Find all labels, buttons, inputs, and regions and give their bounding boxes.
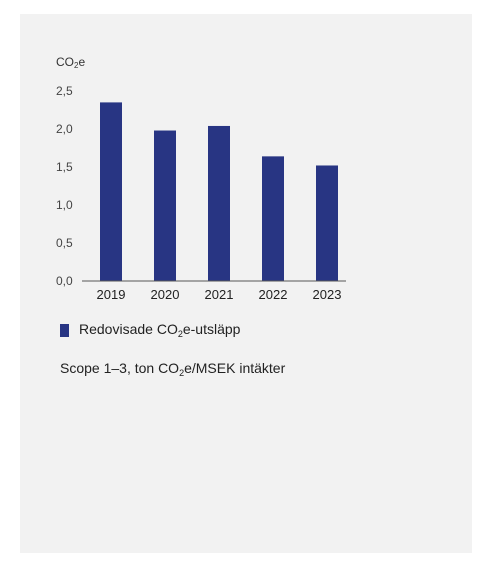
bars bbox=[100, 102, 338, 282]
y-tick-label: 0,0 bbox=[56, 274, 73, 288]
bar-2023 bbox=[316, 165, 338, 281]
chart-caption: Scope 1–3, ton CO2e/MSEK intäkter bbox=[60, 360, 286, 378]
legend-label: Redovisade CO2e-utsläpp bbox=[79, 321, 241, 339]
y-axis-label: CO2e bbox=[56, 55, 85, 70]
bar-2021 bbox=[208, 125, 230, 282]
x-tick-label: 2020 bbox=[151, 287, 180, 302]
y-axis-label-main: CO bbox=[56, 55, 74, 69]
chart-panel bbox=[20, 14, 472, 553]
legend: Redovisade CO2e-utsläpp bbox=[60, 321, 240, 339]
bar-2020 bbox=[154, 130, 176, 281]
y-axis-ticks: 0,0 0,5 1,0 1,5 2,0 2,5 bbox=[56, 84, 73, 288]
y-tick-label: 2,0 bbox=[56, 122, 73, 136]
y-axis-label-sub: 2 bbox=[74, 61, 79, 70]
x-tick-label: 2022 bbox=[259, 287, 288, 302]
bar-2022 bbox=[262, 156, 284, 281]
x-tick-label: 2019 bbox=[97, 287, 126, 302]
y-tick-label: 0,5 bbox=[56, 236, 73, 250]
x-tick-label: 2023 bbox=[313, 287, 342, 302]
bar-2019 bbox=[100, 102, 122, 282]
x-axis-ticks: 2019 2020 2021 2022 2023 bbox=[97, 287, 342, 302]
y-tick-label: 2,5 bbox=[56, 84, 73, 98]
legend-swatch bbox=[60, 323, 69, 337]
y-tick-label: 1,0 bbox=[56, 198, 73, 212]
y-tick-label: 1,5 bbox=[56, 160, 73, 174]
x-tick-label: 2021 bbox=[205, 287, 234, 302]
y-axis-label-tail: e bbox=[78, 55, 86, 69]
